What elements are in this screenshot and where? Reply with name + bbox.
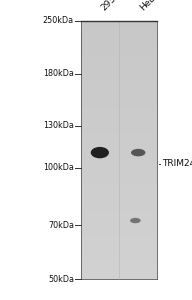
Bar [81, 21, 157, 279]
Bar [81, 159, 157, 167]
Bar [81, 184, 157, 193]
Ellipse shape [131, 149, 146, 156]
Bar [81, 141, 157, 150]
Bar [81, 253, 157, 262]
Text: HeLa: HeLa [138, 0, 161, 12]
Text: TRIM24: TRIM24 [162, 159, 192, 168]
Bar [81, 210, 157, 219]
Bar [81, 227, 157, 236]
Bar [81, 98, 157, 107]
Bar [81, 81, 157, 90]
Bar [81, 73, 157, 81]
Bar [81, 236, 157, 244]
Bar [81, 124, 157, 133]
Text: 180kDa: 180kDa [43, 69, 74, 78]
Text: 50kDa: 50kDa [48, 274, 74, 284]
Bar [81, 133, 157, 141]
Bar [81, 150, 157, 159]
Bar [81, 107, 157, 116]
Bar [81, 219, 157, 227]
Bar [81, 202, 157, 210]
Bar [81, 167, 157, 176]
Ellipse shape [130, 218, 141, 223]
Bar [81, 56, 157, 64]
Bar [81, 64, 157, 73]
Bar [81, 21, 157, 30]
Bar [81, 244, 157, 253]
Bar [81, 30, 157, 38]
Text: 250kDa: 250kDa [43, 16, 74, 26]
Bar [81, 262, 157, 270]
Bar [81, 38, 157, 47]
Ellipse shape [91, 147, 109, 158]
Bar [81, 270, 157, 279]
Bar [81, 193, 157, 202]
Bar [81, 47, 157, 56]
Text: 100kDa: 100kDa [43, 164, 74, 172]
Text: 293T: 293T [100, 0, 122, 12]
Bar [81, 116, 157, 124]
Bar [81, 90, 157, 98]
Text: 70kDa: 70kDa [48, 220, 74, 230]
Text: 130kDa: 130kDa [43, 121, 74, 130]
Bar [81, 176, 157, 184]
